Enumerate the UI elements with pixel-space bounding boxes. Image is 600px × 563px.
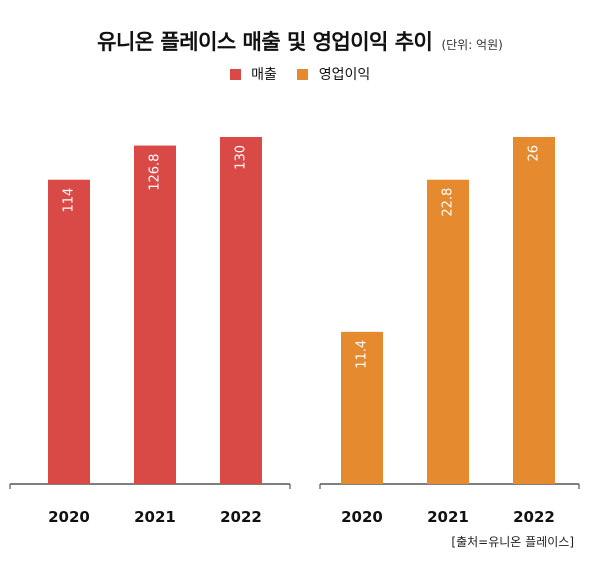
operating-profit-bar-2022 — [513, 137, 555, 484]
operating-profit-value-label-2021: 22.8 — [441, 188, 456, 217]
operating-profit-value-label-2022: 26 — [527, 145, 542, 162]
operating-profit-value-label-2020: 11.4 — [355, 340, 370, 369]
legend-label-sales: 매출 — [251, 67, 277, 83]
legend: 매출 영업이익 — [0, 64, 600, 84]
sales-bar-2020 — [48, 179, 90, 484]
sales-value-label-2022: 130 — [234, 145, 249, 170]
chart-title: 유니온 플레이스 매출 및 영업이익 추이 — [97, 30, 433, 54]
operating-profit-category-label-2020: 2020 — [341, 508, 383, 526]
legend-item-operating-profit: 영업이익 — [297, 64, 370, 84]
sales-category-label-2022: 2022 — [220, 508, 262, 526]
unit-label: (단위: 억원) — [441, 38, 503, 52]
legend-swatch-operating-profit — [297, 69, 309, 80]
source-note: [출처=유니온 플레이스] — [451, 535, 574, 549]
operating-profit-bar-2021 — [427, 179, 469, 484]
chart-title-block: 유니온 플레이스 매출 및 영업이익 추이 (단위: 억원) — [0, 26, 600, 56]
operating-profit-category-label-2021: 2021 — [427, 508, 469, 526]
operating-profit-bar-2020 — [341, 331, 383, 484]
sales-value-label-2021: 126.8 — [148, 154, 163, 191]
operating-profit-category-label-2022: 2022 — [513, 508, 555, 526]
sales-bar-2021 — [134, 145, 176, 484]
sales-bar-2022 — [220, 137, 262, 484]
legend-swatch-sales — [229, 69, 241, 80]
sales-value-label-2020: 114 — [62, 188, 77, 213]
legend-label-operating-profit: 영업이익 — [318, 67, 371, 83]
legend-item-sales: 매출 — [229, 64, 277, 84]
sales-category-label-2021: 2021 — [134, 508, 176, 526]
sales-category-label-2020: 2020 — [48, 508, 90, 526]
